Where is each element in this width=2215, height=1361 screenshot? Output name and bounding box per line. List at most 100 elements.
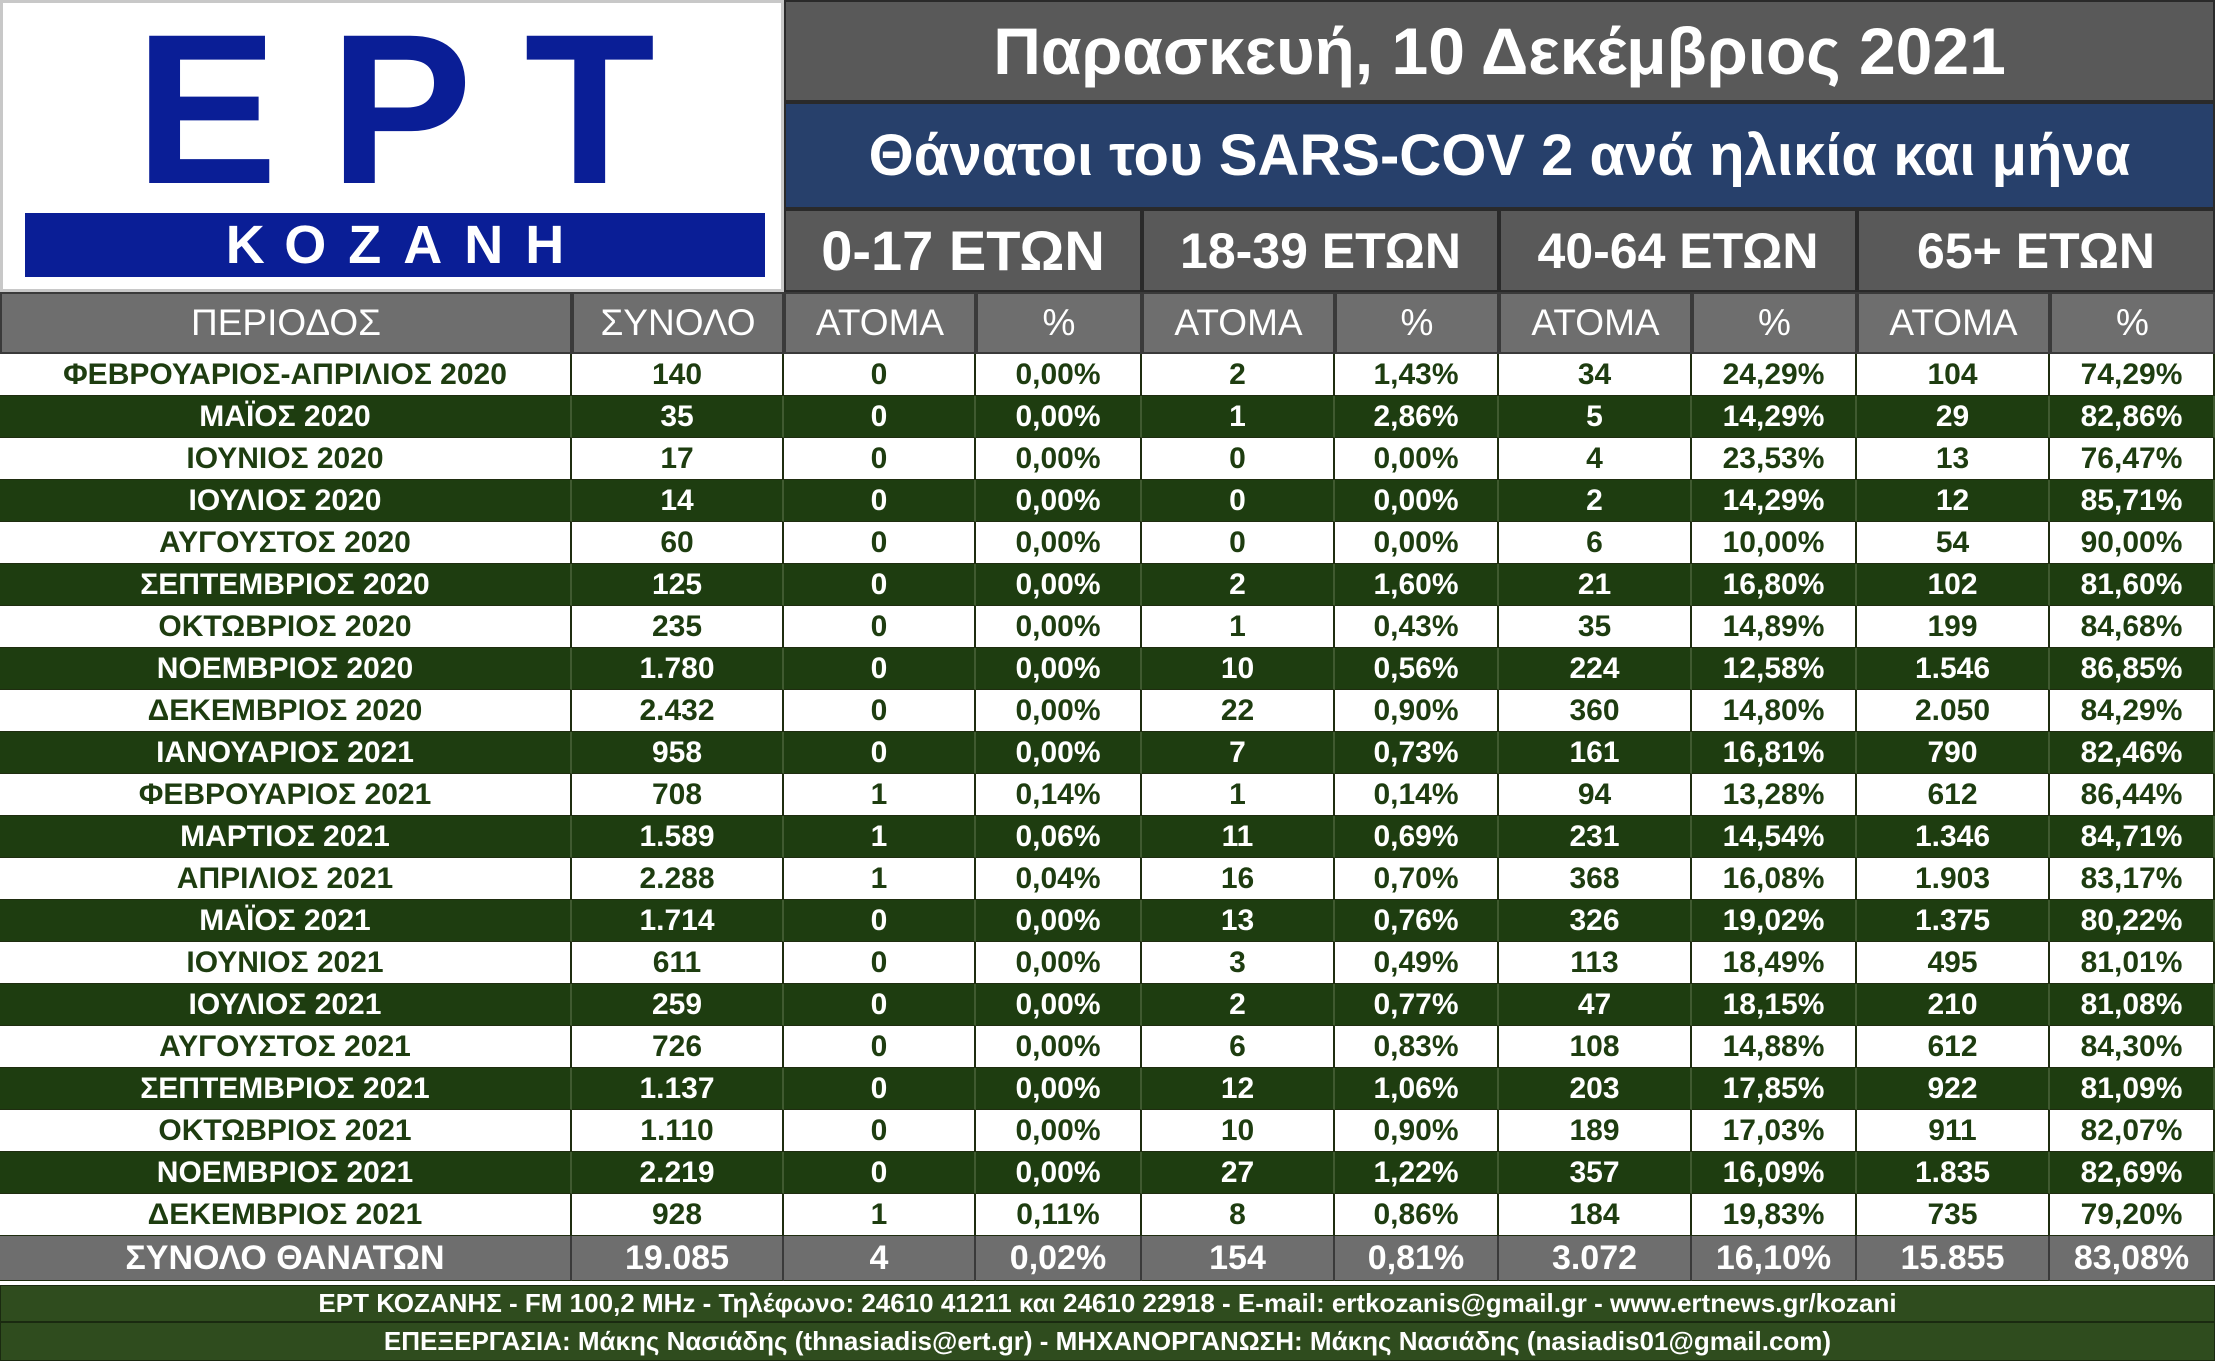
cell-age-18-39-pct: 1,43% <box>1335 354 1499 396</box>
cell-total: 235 <box>572 606 784 648</box>
cell-age-18-39-count: 0 <box>1142 522 1335 564</box>
cell-period: ΝΟΕΜΒΡΙΟΣ 2020 <box>0 648 572 690</box>
cell-age-40-64-pct: 16,09% <box>1692 1152 1857 1194</box>
footer-credits: ΕΠΕΞΕΡΓΑΣΙΑ: Μάκης Νασιάδης (thnasiadis@… <box>0 1322 2215 1361</box>
cell-total: 2.288 <box>572 858 784 900</box>
table-row: ΜΑΪΟΣ 2021 1.714 0 0,00% 13 0,76% 326 19,02% 1.3… <box>0 900 2215 942</box>
table-row: ΙΟΥΝΙΟΣ 2020 17 0 0,00% 0 0,00% 4 23,53% 13 76,47… <box>0 438 2215 480</box>
cell-total: 928 <box>572 1194 784 1236</box>
cell-age-18-39-count: 27 <box>1142 1152 1335 1194</box>
total-cell-age-18-39-count: 154 <box>1142 1236 1335 1281</box>
cell-age-65plus-count: 104 <box>1857 354 2050 396</box>
cell-age-0-17-count: 1 <box>784 816 976 858</box>
cell-age-18-39-count: 16 <box>1142 858 1335 900</box>
total-cell-period: ΣΥΝΟΛΟ ΘΑΝΑΤΩΝ <box>0 1236 572 1281</box>
cell-age-40-64-pct: 14,54% <box>1692 816 1857 858</box>
cell-total: 2.432 <box>572 690 784 732</box>
table-row: ΑΠΡΙΛΙΟΣ 2021 2.288 1 0,04% 16 0,70% 368 16,08%… <box>0 858 2215 900</box>
cell-age-40-64-pct: 12,58% <box>1692 648 1857 690</box>
cell-period: ΑΥΓΟΥΣΤΟΣ 2020 <box>0 522 572 564</box>
cell-age-0-17-count: 0 <box>784 564 976 606</box>
cell-age-0-17-pct: 0,11% <box>976 1194 1142 1236</box>
cell-age-0-17-pct: 0,00% <box>976 1110 1142 1152</box>
cell-total: 2.219 <box>572 1152 784 1194</box>
cell-age-65plus-count: 790 <box>1857 732 2050 774</box>
column-header-age-65plus-count: ΑΤΟΜΑ <box>1857 292 2050 354</box>
cell-age-0-17-count: 0 <box>784 984 976 1026</box>
cell-total: 1.137 <box>572 1068 784 1110</box>
cell-age-65plus-pct: 81,08% <box>2050 984 2215 1026</box>
cell-total: 958 <box>572 732 784 774</box>
cell-age-0-17-count: 1 <box>784 1194 976 1236</box>
cell-age-18-39-pct: 0,14% <box>1335 774 1499 816</box>
date-header: Παρασκευή, 10 Δεκέμβριος 2021 <box>784 0 2215 102</box>
cell-age-0-17-count: 0 <box>784 1110 976 1152</box>
cell-age-65plus-pct: 82,07% <box>2050 1110 2215 1152</box>
cell-age-0-17-count: 0 <box>784 606 976 648</box>
cell-age-65plus-count: 1.346 <box>1857 816 2050 858</box>
cell-age-65plus-count: 1.375 <box>1857 900 2050 942</box>
cell-age-0-17-pct: 0,00% <box>976 1068 1142 1110</box>
cell-age-65plus-count: 54 <box>1857 522 2050 564</box>
table-row: ΣΕΠΤΕΜΒΡΙΟΣ 2021 1.137 0 0,00% 12 1,06% 203 17,… <box>0 1068 2215 1110</box>
cell-age-40-64-pct: 16,80% <box>1692 564 1857 606</box>
cell-age-40-64-count: 34 <box>1499 354 1692 396</box>
cell-age-65plus-count: 210 <box>1857 984 2050 1026</box>
cell-period: ΙΑΝΟΥΑΡΙΟΣ 2021 <box>0 732 572 774</box>
cell-age-65plus-pct: 83,17% <box>2050 858 2215 900</box>
cell-period: ΙΟΥΛΙΟΣ 2021 <box>0 984 572 1026</box>
cell-age-0-17-count: 0 <box>784 522 976 564</box>
cell-age-40-64-pct: 17,03% <box>1692 1110 1857 1152</box>
cell-age-65plus-count: 1.903 <box>1857 858 2050 900</box>
cell-age-18-39-count: 1 <box>1142 396 1335 438</box>
cell-age-40-64-pct: 16,08% <box>1692 858 1857 900</box>
cell-age-65plus-pct: 80,22% <box>2050 900 2215 942</box>
cell-age-40-64-count: 189 <box>1499 1110 1692 1152</box>
cell-age-18-39-pct: 0,00% <box>1335 480 1499 522</box>
cell-total: 611 <box>572 942 784 984</box>
cell-total: 726 <box>572 1026 784 1068</box>
table-row: ΔΕΚΕΜΒΡΙΟΣ 2020 2.432 0 0,00% 22 0,90% 360 14,8… <box>0 690 2215 732</box>
cell-period: ΦΕΒΡΟΥΑΡΙΟΣ 2021 <box>0 774 572 816</box>
cell-age-40-64-count: 203 <box>1499 1068 1692 1110</box>
cell-age-40-64-pct: 23,53% <box>1692 438 1857 480</box>
cell-total: 1.589 <box>572 816 784 858</box>
cell-period: ΣΕΠΤΕΜΒΡΙΟΣ 2020 <box>0 564 572 606</box>
cell-age-0-17-pct: 0,06% <box>976 816 1142 858</box>
cell-age-40-64-pct: 14,89% <box>1692 606 1857 648</box>
cell-age-65plus-pct: 81,01% <box>2050 942 2215 984</box>
cell-age-18-39-pct: 0,70% <box>1335 858 1499 900</box>
cell-age-0-17-count: 0 <box>784 1152 976 1194</box>
total-cell-age-0-17-pct: 0,02% <box>976 1236 1142 1281</box>
cell-age-65plus-count: 612 <box>1857 774 2050 816</box>
table-title: Θάνατοι του SARS-COV 2 ανά ηλικία και μή… <box>784 102 2215 209</box>
table-row: ΑΥΓΟΥΣΤΟΣ 2020 60 0 0,00% 0 0,00% 6 10,00% 54 90,… <box>0 522 2215 564</box>
cell-total: 1.110 <box>572 1110 784 1152</box>
cell-age-40-64-count: 231 <box>1499 816 1692 858</box>
cell-age-65plus-pct: 90,00% <box>2050 522 2215 564</box>
cell-age-18-39-pct: 0,49% <box>1335 942 1499 984</box>
age-group-18-39: 18-39 ΕΤΩΝ <box>1142 209 1499 292</box>
table-row: ΝΟΕΜΒΡΙΟΣ 2021 2.219 0 0,00% 27 1,22% 357 16,09… <box>0 1152 2215 1194</box>
cell-age-65plus-pct: 81,60% <box>2050 564 2215 606</box>
cell-age-18-39-count: 6 <box>1142 1026 1335 1068</box>
cell-age-18-39-count: 10 <box>1142 1110 1335 1152</box>
age-group-0-17: 0-17 ΕΤΩΝ <box>784 209 1142 292</box>
cell-age-65plus-pct: 86,85% <box>2050 648 2215 690</box>
cell-total: 17 <box>572 438 784 480</box>
cell-total: 708 <box>572 774 784 816</box>
cell-age-0-17-count: 0 <box>784 396 976 438</box>
column-header-age-18-39-pct: % <box>1335 292 1499 354</box>
cell-age-65plus-pct: 82,69% <box>2050 1152 2215 1194</box>
cell-age-0-17-pct: 0,00% <box>976 354 1142 396</box>
cell-age-65plus-count: 29 <box>1857 396 2050 438</box>
cell-age-18-39-pct: 0,43% <box>1335 606 1499 648</box>
cell-age-0-17-pct: 0,00% <box>976 942 1142 984</box>
cell-age-65plus-pct: 84,71% <box>2050 816 2215 858</box>
table-row: ΜΑΪΟΣ 2020 35 0 0,00% 1 2,86% 5 14,29% 29 82,86% <box>0 396 2215 438</box>
total-cell-age-40-64-count: 3.072 <box>1499 1236 1692 1281</box>
cell-total: 14 <box>572 480 784 522</box>
total-row: ΣΥΝΟΛΟ ΘΑΝΑΤΩΝ 19.085 4 0,02% 154 0,81% 3.072 1… <box>0 1236 2215 1281</box>
cell-age-0-17-pct: 0,00% <box>976 564 1142 606</box>
footer-contact: ΕΡΤ ΚΟΖΑΝΗΣ - FM 100,2 MHz - Τηλέφωνο: 2… <box>0 1285 2215 1322</box>
